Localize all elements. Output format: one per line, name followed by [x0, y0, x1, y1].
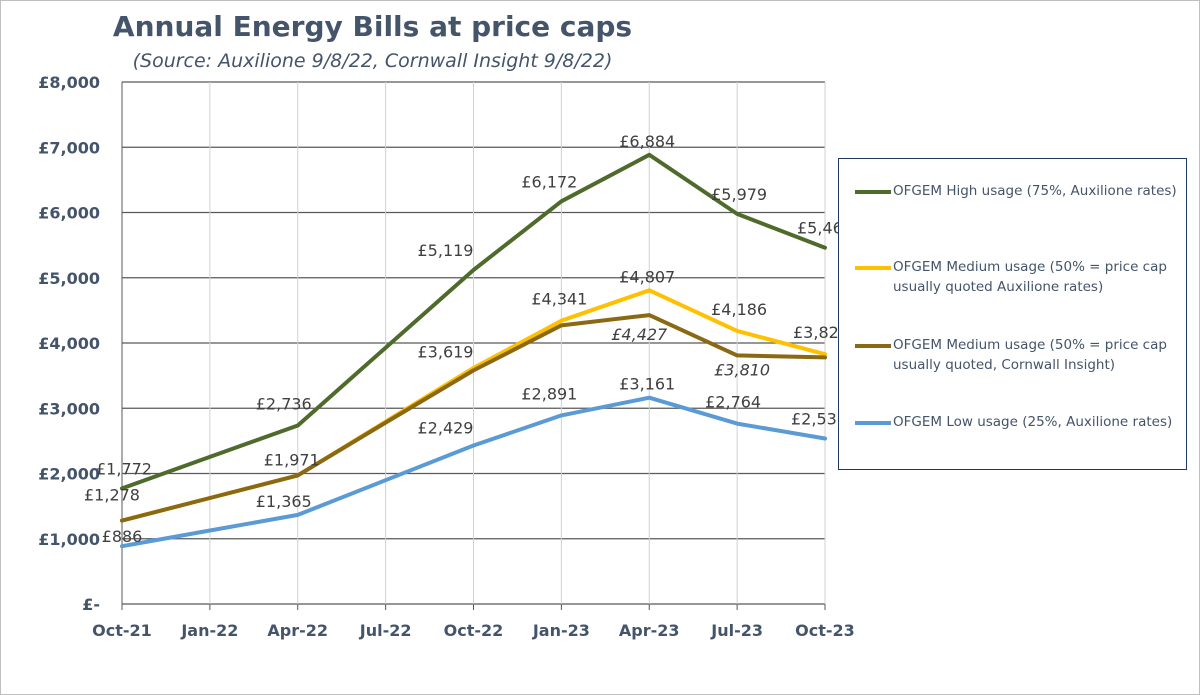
- chart-legend: OFGEM High usage (75%, Auxilione rates) …: [838, 158, 1187, 470]
- x-tick-label: Jul-22: [359, 621, 412, 640]
- legend-swatch-low: [855, 421, 891, 425]
- x-tick-label: Jan-23: [532, 621, 590, 640]
- x-tick-label: Jan-22: [180, 621, 238, 640]
- legend-swatch-high: [855, 190, 891, 194]
- data-label: £3,829: [793, 323, 849, 342]
- y-tick-label: £7,000: [38, 138, 100, 157]
- data-label: £2,891: [521, 384, 577, 403]
- data-label: £886: [102, 527, 143, 546]
- data-label: £6,172: [521, 172, 577, 191]
- legend-swatch-medium-auxilione: [855, 266, 891, 270]
- data-label: £4,807: [619, 267, 675, 286]
- y-tick-label: £1,000: [38, 530, 100, 549]
- data-label: £1,278: [84, 486, 140, 505]
- y-tick-label: £6,000: [38, 204, 100, 223]
- y-tick-label: £4,000: [38, 334, 100, 353]
- x-axis: Oct-21 Jan-22 Apr-22 Jul-22 Oct-22 Jan-23 Apr-…: [92, 604, 855, 640]
- data-label: £4,427: [611, 325, 668, 344]
- chart-title: Annual Energy Bills at price caps: [112, 10, 633, 43]
- data-label: £3,810: [714, 360, 770, 379]
- x-tick-label: Jul-23: [710, 621, 763, 640]
- legend-swatch-medium-cornwall: [855, 344, 891, 348]
- series-lines: [120, 152, 827, 549]
- chart-subtitle: (Source: Auxilione 9/8/22, Cornwall Insi…: [132, 50, 613, 72]
- legend-label-high: OFGEM High usage (75%, Auxilione rates): [893, 183, 1177, 199]
- series-line: [120, 152, 827, 491]
- data-label: £4,186: [711, 300, 767, 319]
- data-labels: £1,772£2,736£5,119£6,172£6,884£5,979£5,4…: [84, 132, 853, 546]
- x-tick-label: Apr-23: [619, 621, 680, 640]
- data-label: £2,764: [705, 393, 761, 412]
- y-tick-label: £8,000: [38, 73, 100, 92]
- y-tick-label: £3,000: [38, 399, 100, 418]
- data-label: £5,119: [418, 241, 474, 260]
- series-line: [120, 313, 827, 523]
- x-tick-label: Apr-22: [267, 621, 328, 640]
- data-label: £2,536: [791, 410, 847, 429]
- x-tick-label: Oct-21: [92, 621, 152, 640]
- data-label: £2,429: [418, 419, 474, 438]
- legend-label-medium-auxilione: OFGEM Medium usage (50% = price cap usua…: [893, 259, 1167, 295]
- y-tick-label: £2,000: [38, 465, 100, 484]
- data-label: £1,772: [96, 459, 152, 478]
- data-label: £3,619: [418, 342, 474, 361]
- y-tick-label: £5,000: [38, 269, 100, 288]
- x-tick-label: Oct-23: [795, 621, 855, 640]
- data-label: £4,341: [531, 290, 587, 309]
- data-label: £1,971: [264, 450, 320, 469]
- y-axis: £- £1,000 £2,000 £3,000 £4,000 £5,000 £6,000 £7…: [38, 73, 123, 614]
- series-line: [120, 395, 827, 549]
- data-label: £1,365: [256, 492, 312, 511]
- legend-label-low: OFGEM Low usage (25%, Auxilione rates): [893, 414, 1173, 430]
- legend-label-medium-cornwall: OFGEM Medium usage (50% = price cap usua…: [893, 337, 1167, 373]
- data-label: £5,979: [711, 185, 767, 204]
- x-tick-label: Oct-22: [444, 621, 504, 640]
- data-label: £2,736: [256, 394, 312, 413]
- gridlines: [121, 81, 826, 605]
- data-label: £3,161: [619, 375, 675, 394]
- y-tick-label: £-: [82, 595, 100, 614]
- data-label: £6,884: [619, 132, 675, 151]
